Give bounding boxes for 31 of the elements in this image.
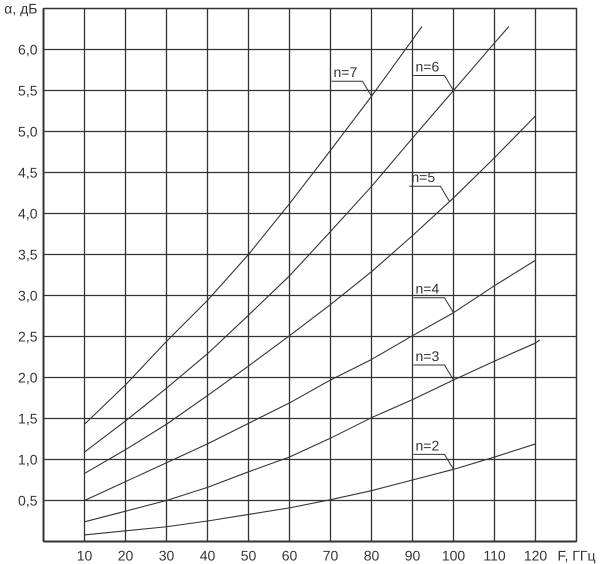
annotation: n=7 (334, 64, 358, 80)
y-tick-label: 3,0 (18, 288, 38, 304)
annotation: n=6 (416, 58, 440, 74)
y-tick-label: 6,0 (18, 42, 38, 58)
x-tick-label: 80 (364, 548, 380, 564)
x-tick-label: 60 (282, 548, 298, 564)
y-tick-label: 5,5 (18, 82, 38, 98)
x-tick-label: 100 (442, 548, 466, 564)
annotation: n=2 (416, 437, 440, 454)
annotation: n=4 (416, 280, 440, 297)
y-tick-label: 2,5 (18, 328, 38, 344)
x-tick-label: 110 (483, 548, 506, 564)
x-tick-label: 30 (158, 548, 174, 564)
x-tick-label: 70 (322, 548, 338, 564)
y-tick-label: 1,5 (18, 410, 38, 426)
y-tick-label: 2,0 (18, 370, 38, 386)
y-tick-label: 5,0 (18, 124, 38, 140)
y-tick-label: 3,5 (18, 246, 38, 262)
x-tick-label: 120 (524, 548, 548, 564)
x-tick-label: 10 (76, 548, 92, 564)
y-tick-label: 4,5 (18, 164, 38, 180)
x-tick-label: 50 (240, 548, 256, 564)
x-tick-label: 20 (118, 548, 134, 564)
annotation: n=3 (416, 348, 440, 364)
x-tick-label: 40 (200, 548, 216, 564)
x-tick-label: 90 (404, 548, 420, 564)
y-tick-label: 4,0 (18, 206, 38, 222)
y-axis-title: α, дБ (4, 0, 38, 16)
y-tick-label: 1,0 (18, 452, 38, 468)
y-tick-label: 0,5 (18, 492, 38, 508)
x-axis-title: F, ГГц (558, 548, 596, 564)
